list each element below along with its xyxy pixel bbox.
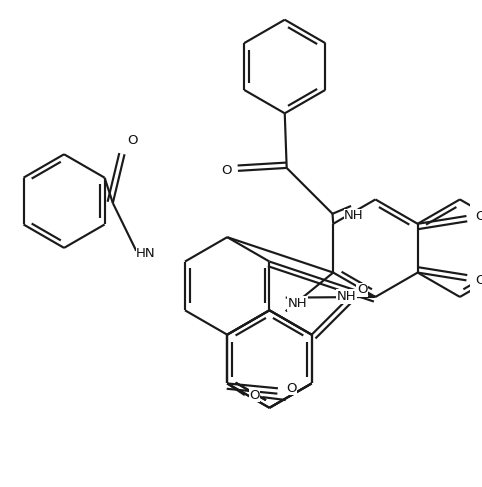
Text: NH: NH [337, 290, 356, 303]
Text: NH: NH [288, 297, 307, 310]
Text: O: O [286, 382, 297, 395]
Text: O: O [127, 134, 137, 147]
Text: NH: NH [344, 209, 364, 222]
Text: O: O [249, 389, 260, 402]
Text: O: O [475, 274, 482, 287]
Text: O: O [357, 283, 368, 296]
Text: O: O [475, 209, 482, 223]
Text: O: O [221, 164, 231, 177]
Text: HN: HN [136, 247, 156, 260]
